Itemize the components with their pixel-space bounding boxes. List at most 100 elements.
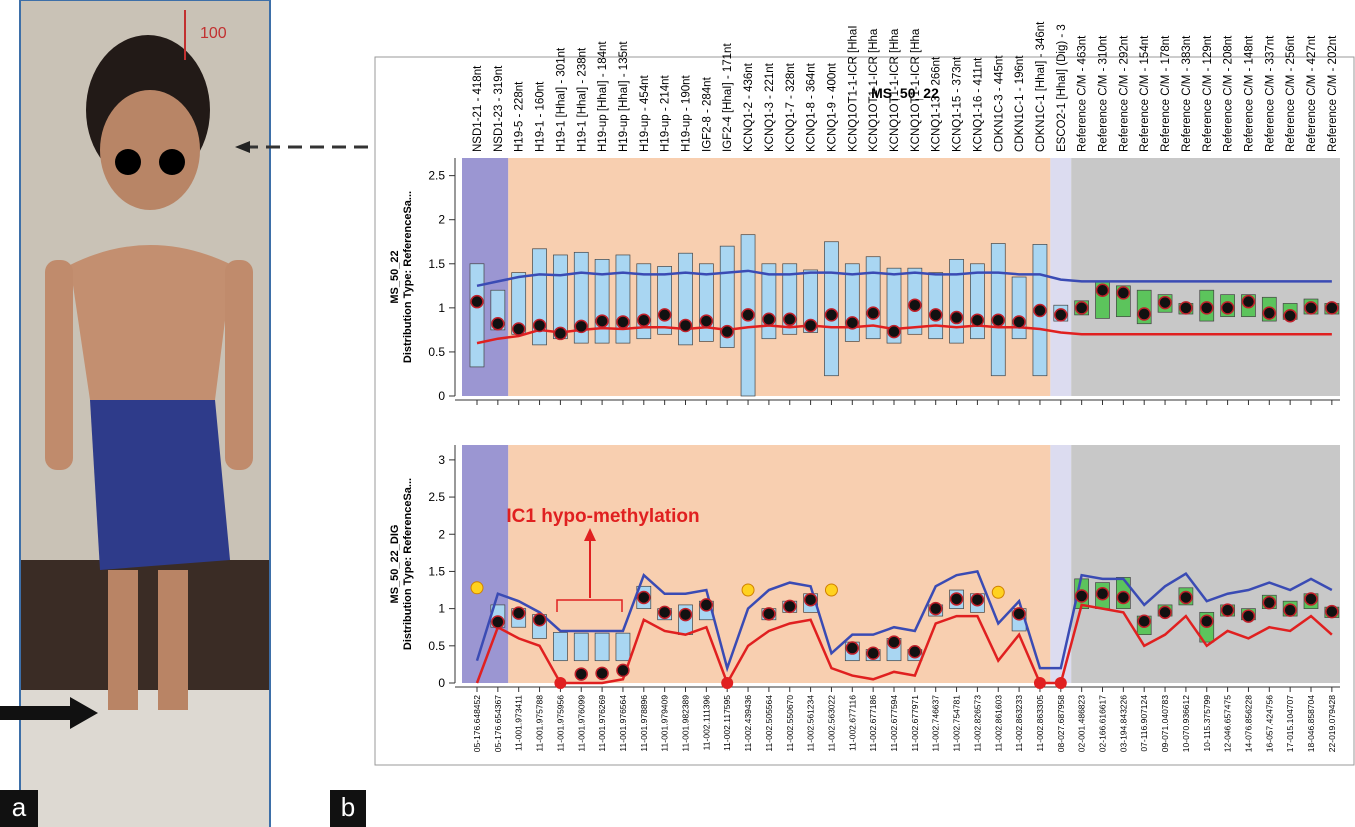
x-tick-label: 11-001.975788	[535, 695, 545, 752]
ratio-dot	[491, 316, 505, 331]
x-tick-label: 11-001.976099	[576, 695, 586, 752]
box	[573, 251, 589, 344]
x-tick-label: 11-002.863233	[1014, 695, 1024, 752]
arrowhead	[70, 697, 98, 729]
ratio-dot	[657, 605, 672, 620]
x-tick-label: 10-070.936612	[1181, 695, 1191, 752]
ratio-dot	[1262, 595, 1277, 610]
box	[1011, 276, 1027, 340]
x-tick-label: 11-002.861603	[993, 695, 1003, 752]
x-tick-label: KCNQ1-15 - 373nt	[952, 56, 964, 152]
x-tick-label: Reference C/M - 202nt	[1327, 35, 1339, 152]
ratio-dot	[720, 324, 734, 339]
panel-label: a	[12, 792, 27, 822]
y-axis-label: MS_50_22_DIG	[389, 525, 401, 604]
ratio-dot	[1054, 308, 1068, 322]
x-tick-label: KCNQ1-16 - 411nt	[972, 57, 984, 152]
ratio-dot	[803, 592, 818, 607]
y-tick-label: 2.5	[428, 490, 445, 504]
ratio-dot	[1095, 587, 1110, 601]
y-axis-label: MS_50_22	[389, 250, 401, 303]
x-tick-label: Reference C/M - 463nt	[1077, 35, 1089, 152]
region-band	[462, 158, 509, 396]
panel-label-box	[330, 790, 366, 827]
x-tick-label: KCNQ1-2 - 436nt	[743, 62, 755, 152]
y-tick-label: 0.5	[428, 639, 445, 653]
ratio-dot	[783, 312, 797, 327]
x-tick-label: 05-176.654367	[493, 695, 503, 752]
ratio-dot	[699, 598, 714, 612]
ratio-dot	[949, 592, 964, 606]
x-tick-label: 11-002.439436	[743, 695, 753, 752]
ratio-dot	[1325, 301, 1339, 315]
region-band	[1071, 445, 1340, 683]
ratio-dot	[1325, 604, 1339, 619]
ratio-dot	[1200, 301, 1214, 315]
y-tick-label: 1	[438, 602, 445, 616]
ratio-dot	[824, 308, 839, 322]
ratio-dot	[1137, 614, 1151, 629]
x-tick-label: NSD1-23 - 319nt	[493, 65, 505, 152]
ratio-dot	[949, 310, 964, 325]
ratio-dot	[511, 322, 526, 336]
ratio-dot	[928, 308, 943, 322]
ratio-dot	[1179, 301, 1193, 315]
ratio-dot	[1054, 677, 1067, 689]
ratio-dot	[637, 313, 651, 327]
ratio-dot	[908, 645, 922, 659]
ratio-dot	[1012, 315, 1026, 329]
ratio-dot	[1241, 294, 1256, 309]
x-tick-label: 11-002.505564	[764, 695, 774, 752]
ratio-dot	[866, 306, 880, 320]
ratio-dot	[616, 315, 630, 329]
ratio-dot	[1283, 309, 1297, 323]
x-tick-label: H19-up [HhaI] - 135nt	[618, 41, 630, 152]
x-tick-label: 02-001.486823	[1077, 695, 1087, 752]
y-axis-label: Distribution Type: ReferenceSa...	[402, 191, 414, 363]
x-tick-label: CDKN1C-3 - 445nt	[993, 55, 1005, 152]
ratio-dot	[1116, 286, 1131, 300]
ratio-dot	[678, 318, 693, 333]
box	[573, 632, 589, 662]
annotation: IC1 hypo-methylation	[506, 506, 699, 527]
x-tick-label: Reference C/M - 427nt	[1306, 35, 1318, 152]
bracket	[556, 599, 623, 612]
x-tick-label: Reference C/M - 292nt	[1118, 35, 1130, 152]
ratio-dot	[491, 615, 505, 629]
ratio-dot	[470, 581, 484, 595]
x-tick-label: Reference C/M - 310nt	[1098, 35, 1110, 152]
ratio-dot	[511, 606, 526, 620]
x-tick-label: Reference C/M - 383nt	[1181, 35, 1193, 152]
lower-line	[475, 603, 1333, 686]
arrowhead	[584, 528, 596, 541]
x-tick-label: 17-015.104707	[1285, 695, 1295, 752]
x-tick-label: 02-166.616617	[1098, 695, 1108, 752]
ratio-dot	[1200, 614, 1214, 629]
ratio-dot	[908, 298, 922, 312]
x-tick-label: 08-027.687958	[1056, 695, 1066, 752]
x-tick-label: H19-1 - 160nt	[535, 81, 547, 152]
x-tick-label: 11-002.561234	[806, 695, 816, 752]
ratio-dot	[532, 318, 547, 333]
y-tick-label: 1.5	[428, 257, 445, 271]
x-tick-label: 11-002.677186	[868, 695, 878, 752]
ratio-dot	[824, 583, 838, 597]
ratio-dot	[574, 667, 588, 681]
x-tick-label: 11-001.982389	[681, 695, 691, 752]
ratio-dot	[741, 583, 755, 597]
ratio-dot	[1262, 306, 1277, 320]
ratio-dot	[1074, 301, 1089, 315]
x-tick-label: Reference C/M - 154nt	[1139, 35, 1151, 152]
x-tick-label: Reference C/M - 178nt	[1160, 35, 1172, 152]
plots: 0 0.5 1 1.5 2 2.5 NSD1-21 - 418nt NSD1-23 - 319…	[389, 21, 1340, 752]
ratio-dot	[1179, 590, 1193, 605]
box	[469, 263, 485, 368]
ratio-dot	[1220, 603, 1235, 617]
y-axis-label: Distribution Type: ReferenceSa...	[402, 478, 414, 650]
x-tick-label: Reference C/M - 129nt	[1202, 35, 1214, 152]
ratio-dot	[678, 607, 693, 622]
x-tick-label: IGF2-4 [HhaI] - 171nt	[722, 43, 734, 152]
y-tick-label: 2	[438, 213, 445, 227]
x-tick-label: 11-001.978896	[639, 695, 649, 752]
